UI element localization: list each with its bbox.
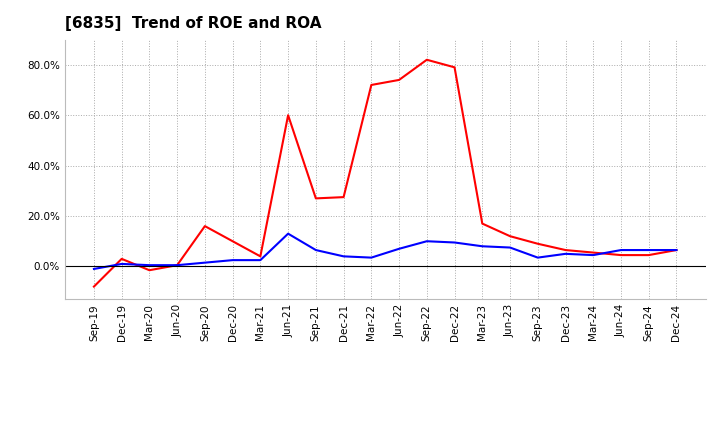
ROE [367,82,376,88]
ROE [534,241,542,246]
ROE [145,268,154,273]
ROE [478,221,487,226]
ROA [478,244,487,249]
ROE [450,65,459,70]
ROA [173,263,181,268]
ROE [312,196,320,201]
ROE [284,113,292,118]
Line: ROE: ROE [94,60,677,286]
ROA [256,257,265,263]
ROA [145,263,154,268]
ROA [534,255,542,260]
ROE [644,253,653,258]
ROE [561,247,570,253]
ROA [616,247,625,253]
ROA [589,253,598,258]
ROE [256,254,265,259]
ROA [89,266,98,271]
ROE [228,238,237,244]
ROA [117,261,126,267]
ROA [423,238,431,244]
ROA [505,245,514,250]
ROE [395,77,403,83]
ROA [644,247,653,253]
ROE [505,234,514,239]
Text: [6835]  Trend of ROE and ROA: [6835] Trend of ROE and ROA [65,16,321,32]
ROA [561,251,570,257]
Line: ROA: ROA [94,234,677,269]
ROE [117,256,126,261]
ROA [312,247,320,253]
ROE [89,284,98,289]
ROE [423,57,431,62]
ROA [228,257,237,263]
ROE [173,263,181,268]
ROA [395,246,403,251]
ROA [339,254,348,259]
ROE [201,224,210,229]
ROE [589,250,598,255]
ROE [616,253,625,258]
ROA [367,255,376,260]
ROE [339,194,348,200]
ROA [284,231,292,236]
ROA [450,240,459,245]
ROA [672,247,681,253]
ROE [672,247,681,253]
ROA [201,260,210,265]
